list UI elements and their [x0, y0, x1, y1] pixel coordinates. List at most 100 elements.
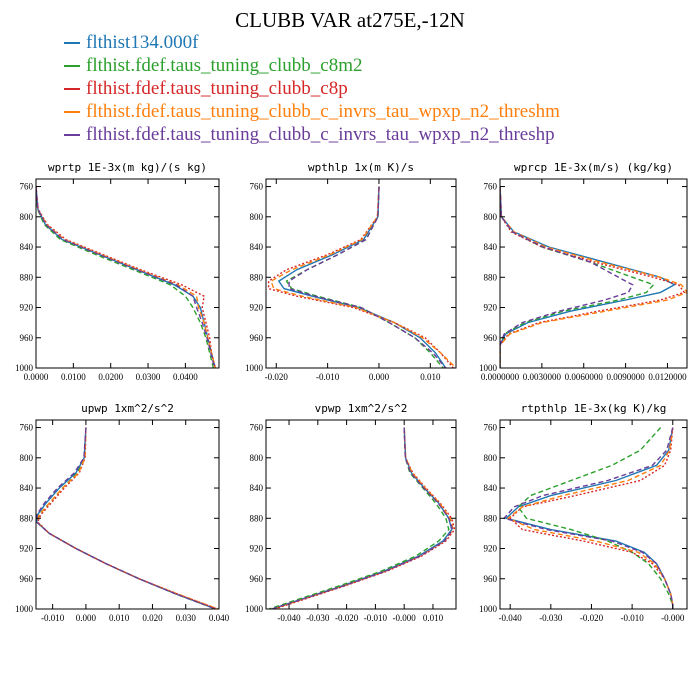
chart-panel: vpwp 1xm^2/s^2 760 800 840 880 920 960 1000 -0.0…	[245, 402, 457, 623]
y-tick-label: 920	[484, 544, 498, 554]
panel-title: wprtp 1E-3x(m kg)/(s kg)	[48, 161, 207, 174]
legend-item: flthist.fdef.taus_tuning_clubb_c8p	[64, 77, 560, 100]
series-line	[500, 186, 655, 368]
x-tick-label: 0.0090000	[606, 372, 645, 382]
series-line	[500, 186, 634, 368]
series-line	[36, 427, 216, 609]
x-tick-label: 0.000	[76, 613, 97, 623]
y-tick-label: 920	[484, 303, 498, 313]
series-line	[36, 186, 216, 368]
series-line	[277, 186, 447, 368]
y-tick-label: 840	[20, 242, 34, 252]
y-tick-label: 800	[484, 212, 498, 222]
y-tick-label: 800	[20, 212, 34, 222]
y-tick-label: 800	[250, 453, 264, 463]
legend-line-swatch	[64, 41, 80, 44]
legend-item: flthist134.000f	[64, 31, 560, 54]
y-tick-label: 760	[250, 182, 264, 192]
y-tick-label: 920	[250, 544, 264, 554]
series-line	[270, 186, 456, 368]
x-tick-label: 0.010	[109, 613, 130, 623]
legend-item: flthist.fdef.taus_tuning_clubb_c_invrs_t…	[64, 100, 560, 123]
x-tick-label: 0.0030000	[523, 372, 562, 382]
y-tick-label: 1000	[245, 604, 264, 614]
legend-line-swatch	[64, 133, 80, 136]
y-tick-label: 960	[250, 333, 264, 343]
x-tick-label: 0.000	[369, 372, 390, 382]
x-tick-label: -0.000	[393, 613, 417, 623]
y-tick-label: 920	[20, 303, 34, 313]
series-line	[36, 186, 216, 368]
series-line	[36, 427, 216, 609]
x-tick-label: -0.000	[661, 613, 685, 623]
x-tick-label: -0.040	[499, 613, 523, 623]
chart-panel: wpthlp 1x(m K)/s7608008408809209601000-0…	[245, 161, 457, 382]
x-tick-label: 0.0060000	[565, 372, 604, 382]
y-tick-label: 760	[484, 423, 498, 433]
x-tick-label: 0.0400	[173, 372, 198, 382]
plot-frame	[265, 178, 457, 369]
legend-label: flthist134.000f	[86, 32, 199, 53]
series-line	[267, 186, 454, 368]
x-tick-label: 0.0000000	[481, 372, 520, 382]
y-tick-label: 840	[20, 483, 34, 493]
y-tick-label: 840	[250, 483, 264, 493]
chart-panel: wprtp 1E-3x(m kg)/(s kg) 760 800 840 880 920 9…	[15, 161, 220, 382]
y-tick-label: 1000	[245, 363, 264, 373]
y-tick-label: 760	[20, 423, 34, 433]
series-line	[517, 427, 674, 609]
plot-frame	[499, 419, 688, 610]
y-tick-label: 880	[484, 272, 498, 282]
y-tick-label: 760	[484, 182, 498, 192]
series-line	[36, 427, 219, 609]
y-tick-label: 880	[20, 513, 34, 523]
x-tick-label: 0.0120000	[648, 372, 687, 382]
panel-title: upwp 1xm^2/s^2	[81, 402, 174, 415]
legend-line-swatch	[64, 110, 80, 113]
series-line	[500, 186, 686, 368]
x-tick-label: 0.0100	[61, 372, 86, 382]
x-tick-label: -0.020	[335, 613, 359, 623]
plot-frame	[35, 178, 220, 369]
y-tick-label: 880	[484, 513, 498, 523]
panel-title: wpthlp 1x(m K)/s	[308, 161, 414, 174]
y-tick-label: 920	[250, 303, 264, 313]
series-line	[268, 427, 450, 609]
y-tick-label: 960	[484, 333, 498, 343]
panel-title: rtpthlp 1E-3x(kg K)/kg	[521, 402, 667, 415]
series-line	[36, 186, 215, 368]
legend-line-swatch	[64, 87, 80, 90]
plot-frame	[265, 419, 457, 610]
x-tick-label: -0.040	[277, 613, 301, 623]
y-tick-label: 1000	[15, 363, 34, 373]
series-line	[500, 186, 676, 368]
x-tick-label: -0.010	[41, 613, 65, 623]
legend-item: flthist.fdef.taus_tuning_clubb_c8m2	[64, 54, 560, 77]
panel-title: vpwp 1xm^2/s^2	[315, 402, 408, 415]
x-tick-label: -0.010	[364, 613, 388, 623]
legend-item: flthist.fdef.taus_tuning_clubb_c_invrs_t…	[64, 123, 560, 146]
y-tick-label: 800	[20, 453, 34, 463]
y-tick-label: 1000	[15, 604, 34, 614]
series-line	[36, 427, 216, 609]
y-tick-label: 960	[20, 333, 34, 343]
series-line	[272, 427, 454, 609]
x-tick-label: -0.030	[306, 613, 330, 623]
x-tick-label: -0.020	[580, 613, 604, 623]
x-tick-label: -0.010	[620, 613, 644, 623]
y-tick-label: 840	[484, 483, 498, 493]
series-line	[500, 186, 687, 368]
legend-label: flthist.fdef.taus_tuning_clubb_c8m2	[86, 55, 363, 76]
y-tick-label: 960	[484, 574, 498, 584]
y-tick-label: 960	[20, 574, 34, 584]
legend-line-swatch	[64, 64, 80, 67]
series-line	[274, 427, 456, 609]
plot-frame	[35, 419, 220, 610]
x-tick-label: 0.010	[420, 372, 441, 382]
x-tick-label: -0.030	[539, 613, 563, 623]
y-tick-label: 840	[250, 242, 264, 252]
y-tick-label: 880	[250, 513, 264, 523]
y-tick-label: 1000	[479, 604, 498, 614]
series-line	[509, 427, 674, 609]
